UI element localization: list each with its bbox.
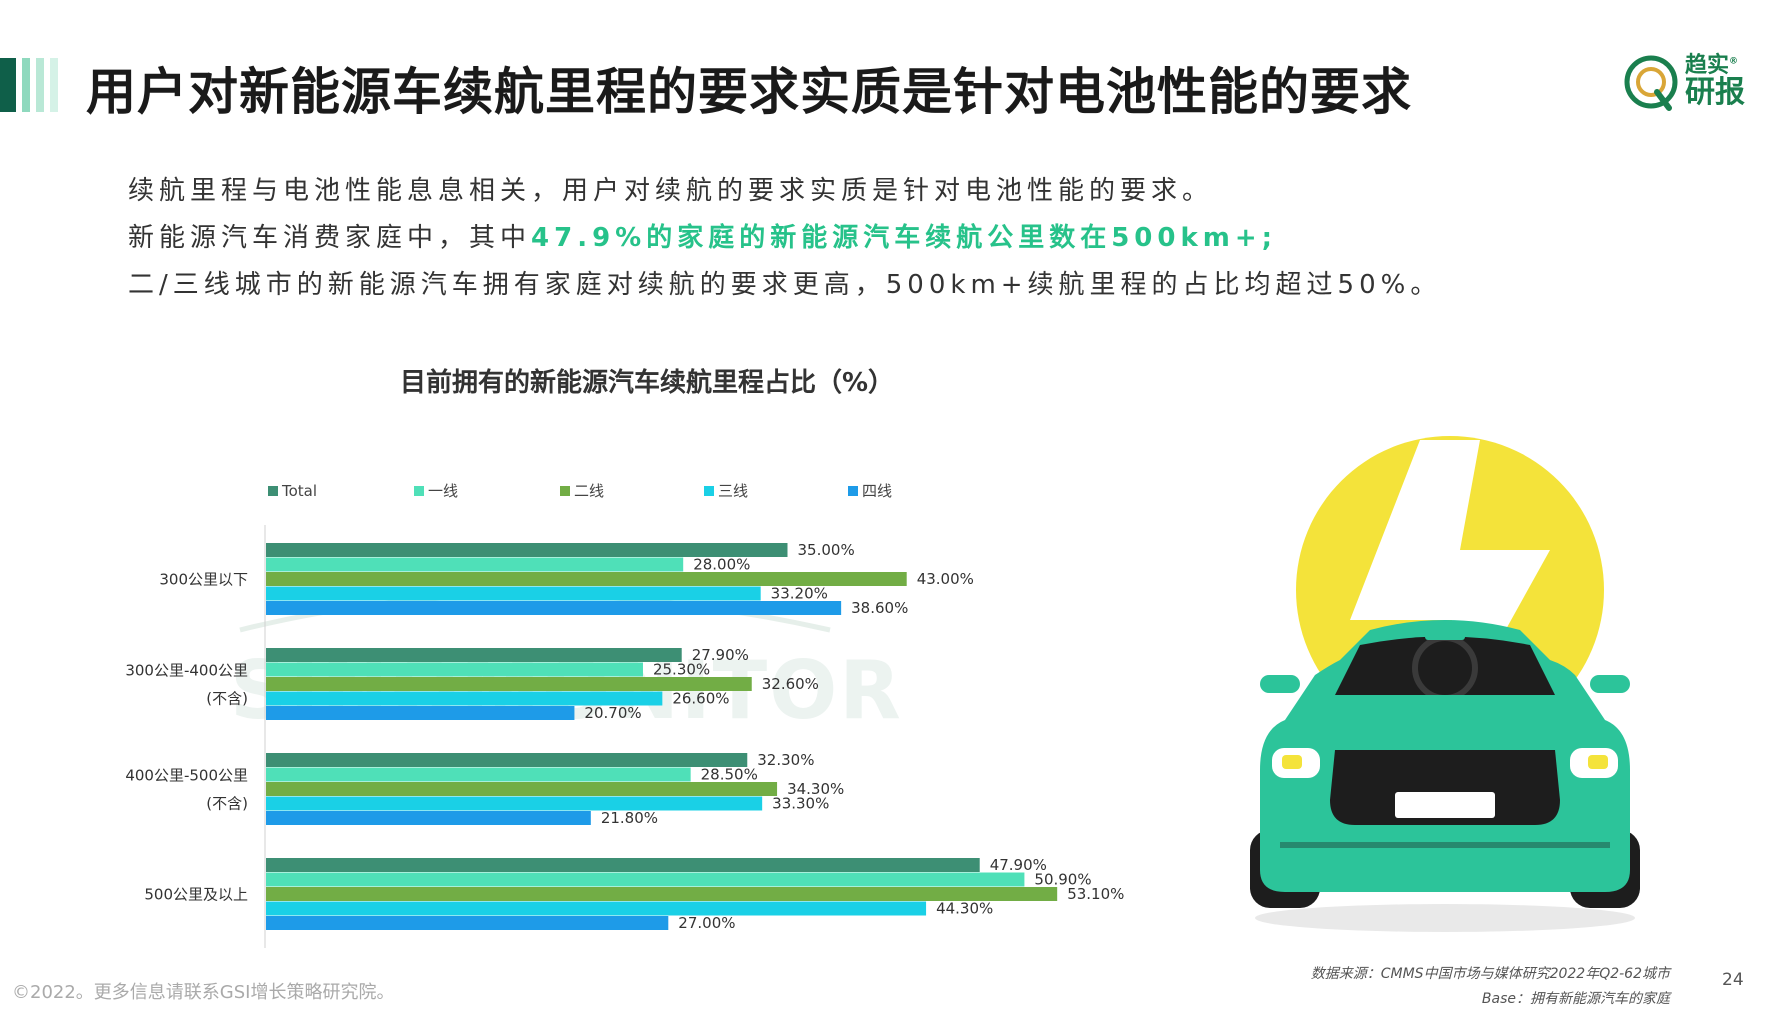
bar-label-1-1: 25.30%: [653, 661, 710, 679]
bar-label-0-2: 43.00%: [917, 570, 974, 588]
car-icon: [1250, 620, 1640, 932]
bar-label-2-1: 28.50%: [701, 766, 758, 784]
legend-swatch-1: [414, 486, 424, 496]
bar-label-2-0: 32.30%: [757, 751, 814, 769]
legend-label-3: 三线: [718, 482, 748, 500]
bar-2-3: [266, 796, 763, 811]
category-label-1-1: (不含): [206, 689, 248, 707]
bar-0-1: [266, 557, 684, 572]
lightning-bolt-icon: [1350, 440, 1550, 730]
bar-label-1-0: 27.90%: [692, 646, 749, 664]
bar-3-2: [266, 887, 1058, 901]
category-label-0-0: 300公里以下: [159, 570, 248, 588]
summary-line-2-prefix: 新能源汽车消费家庭中，其中: [128, 223, 532, 253]
legend-label-4: 四线: [862, 482, 892, 500]
bar-2-0: [266, 753, 748, 767]
bar-0-3: [266, 586, 761, 601]
bar-0-0: [266, 543, 788, 557]
legend-label-0: Total: [281, 482, 317, 500]
bar-label-1-2: 32.60%: [762, 675, 819, 693]
bar-label-0-3: 33.20%: [771, 585, 828, 603]
bar-label-1-3: 26.60%: [672, 690, 729, 708]
logo-text-line2: 研报: [1685, 75, 1745, 111]
bar-label-3-1: 50.90%: [1034, 871, 1091, 889]
page-title: 用户对新能源车续航里程的要求实质是针对电池性能的要求: [86, 63, 1412, 121]
category-label-1-0: 300公里-400公里: [125, 661, 248, 679]
registered-mark: ®: [1729, 56, 1739, 67]
bar-0-4: [266, 601, 842, 615]
summary-line-1: 续航里程与电池性能息息相关，用户对续航的要求实质是针对电池性能的要求。: [128, 176, 1214, 206]
category-label-3-0: 500公里及以上: [144, 885, 248, 903]
bar-3-4: [266, 916, 669, 930]
brand-logo: 趋实® 研报: [1623, 52, 1763, 122]
bar-1-0: [266, 648, 682, 662]
bar-label-0-4: 38.60%: [851, 599, 908, 617]
bar-label-3-2: 53.10%: [1067, 885, 1124, 903]
summary-text: 续航里程与电池性能息息相关，用户对续航的要求实质是针对电池性能的要求。 新能源汽…: [128, 168, 1441, 309]
legend-swatch-3: [704, 486, 714, 496]
category-label-2-1: (不含): [206, 794, 248, 812]
legend-label-1: 一线: [428, 482, 458, 500]
bar-2-4: [266, 811, 591, 825]
bar-0-2: [266, 572, 907, 586]
bar-1-1: [266, 662, 643, 677]
category-label-2-0: 400公里-500公里: [125, 766, 248, 784]
copyright-footer: ©2022。更多信息请联系GSI增长策略研究院。: [12, 982, 395, 1003]
legend-swatch-2: [560, 486, 570, 496]
summary-line-2-highlight: 47.9%的家庭的新能源汽车续航公里数在500km+;: [531, 223, 1278, 253]
summary-line-3: 二/三线城市的新能源汽车拥有家庭对续航的要求更高，500km+续航里程的占比均超…: [128, 270, 1442, 300]
bar-2-1: [266, 767, 691, 782]
bar-label-3-3: 44.30%: [936, 900, 993, 918]
source-line-1: 数据来源：CMMS中国市场与媒体研究2022年Q2-62城市: [1310, 966, 1670, 982]
bar-label-3-4: 27.00%: [678, 914, 735, 932]
bar-label-0-0: 35.00%: [798, 541, 855, 559]
bar-label-3-0: 47.90%: [990, 856, 1047, 874]
ev-car-illustration: [1250, 436, 1640, 932]
logo-text-line1: 趋实: [1685, 53, 1730, 78]
bar-3-1: [266, 872, 1025, 887]
chart-title: 目前拥有的新能源汽车续航里程占比（%）: [400, 368, 895, 398]
data-source: 数据来源：CMMS中国市场与媒体研究2022年Q2-62城市 Base：拥有新能…: [1311, 962, 1670, 1012]
legend-swatch-0: [268, 486, 278, 496]
bar-3-0: [266, 858, 980, 872]
bar-label-2-3: 33.30%: [772, 795, 829, 813]
legend-label-2: 二线: [574, 482, 604, 500]
bar-1-2: [266, 677, 752, 691]
page-number: 24: [1722, 970, 1744, 990]
legend-swatch-4: [848, 486, 858, 496]
bar-1-3: [266, 691, 663, 706]
bar-label-0-1: 28.00%: [693, 556, 750, 574]
summary-line-2: 新能源汽车消费家庭中，其中47.9%的家庭的新能源汽车续航公里数在500km+;: [128, 215, 1441, 262]
bar-1-4: [266, 706, 575, 720]
bar-label-1-4: 20.70%: [584, 704, 641, 722]
bar-label-2-2: 34.30%: [787, 780, 844, 798]
bar-2-2: [266, 782, 778, 796]
bar-3-3: [266, 901, 927, 916]
title-decoration: [0, 58, 58, 112]
logo-q-icon: [1624, 55, 1678, 111]
bar-label-2-4: 21.80%: [601, 809, 658, 827]
